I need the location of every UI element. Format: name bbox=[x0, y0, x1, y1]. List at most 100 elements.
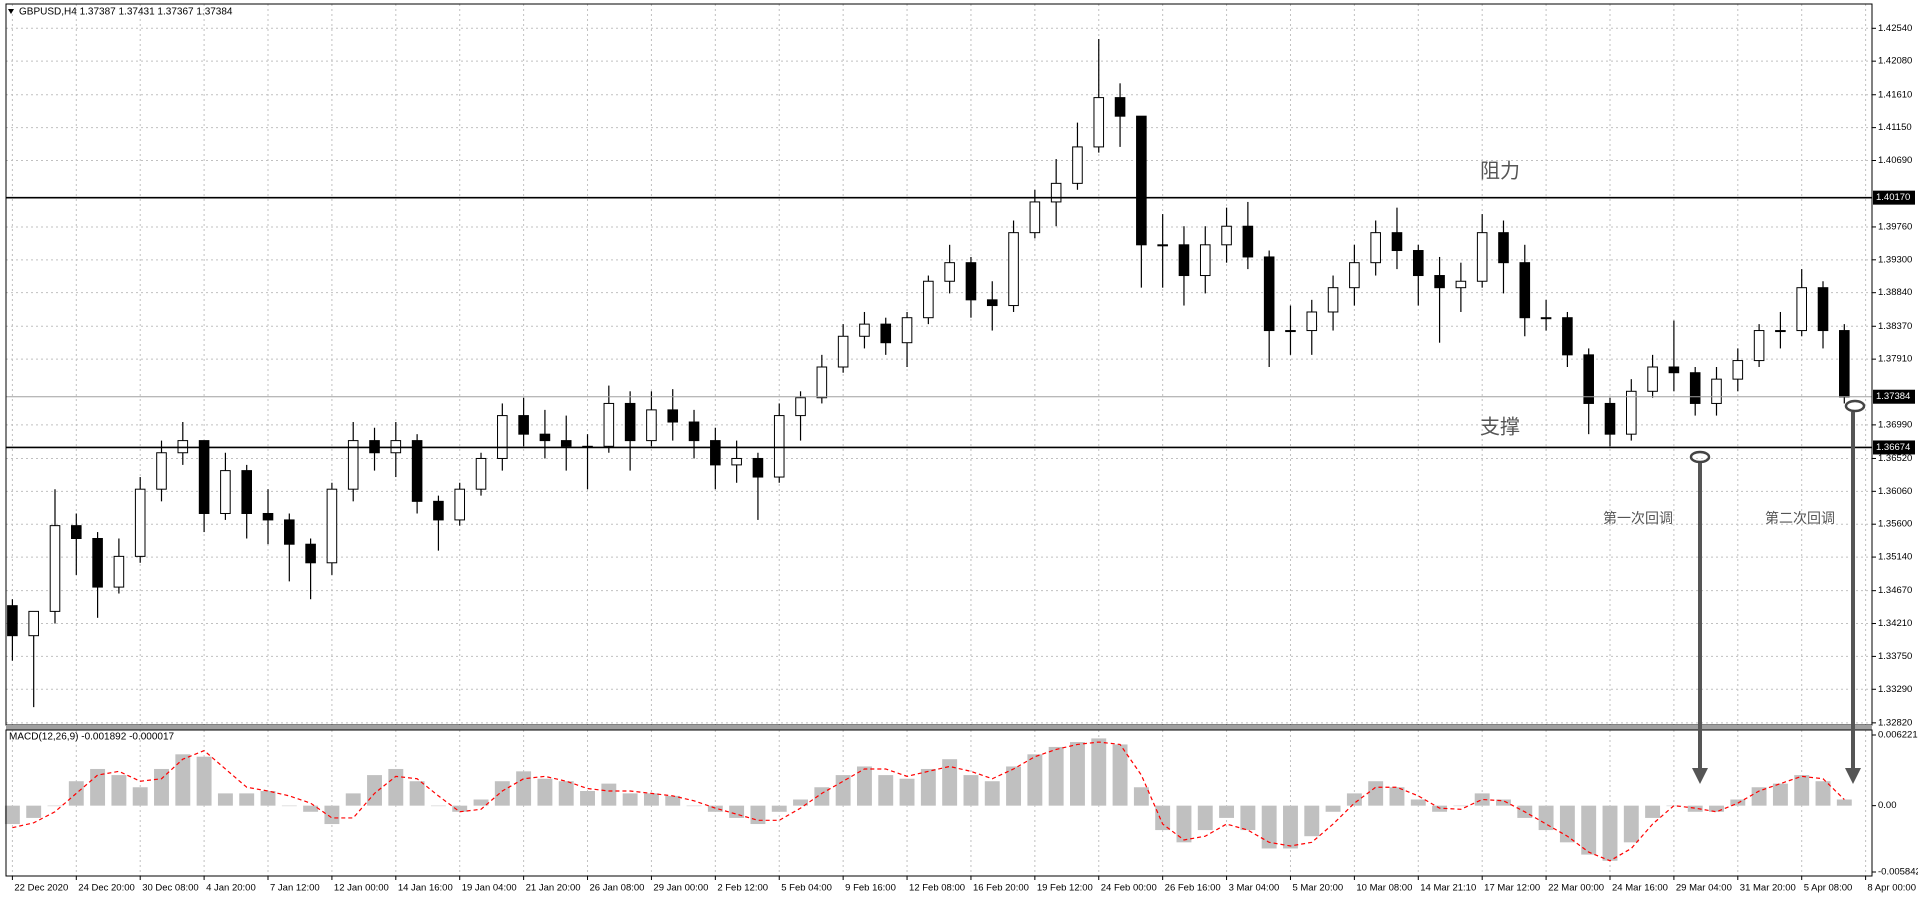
y-tick-label: 1.38370 bbox=[1878, 321, 1912, 332]
arrow-head bbox=[1692, 768, 1708, 784]
macd-bar bbox=[1709, 805, 1724, 812]
candle-body bbox=[667, 409, 679, 423]
macd-bar bbox=[1048, 746, 1064, 806]
candle-body bbox=[1306, 311, 1318, 332]
macd-bar bbox=[217, 793, 233, 806]
y-tick-label: 1.36990 bbox=[1878, 419, 1912, 430]
candle-body bbox=[1050, 182, 1062, 203]
x-tick-label: 26 Jan 08:00 bbox=[590, 883, 645, 894]
macd-bar bbox=[388, 768, 404, 806]
candle-body bbox=[347, 440, 359, 490]
candle-body bbox=[1327, 287, 1339, 313]
candle-body bbox=[965, 262, 977, 301]
macd-bar bbox=[26, 805, 42, 818]
x-tick-label: 4 Jan 20:00 bbox=[206, 883, 256, 894]
macd-bar bbox=[942, 759, 958, 806]
candle-body bbox=[986, 299, 998, 307]
x-tick-label: 12 Feb 08:00 bbox=[909, 883, 965, 894]
macd-bar bbox=[643, 793, 659, 806]
macd-bar bbox=[1751, 787, 1767, 806]
macd-bar bbox=[1772, 783, 1788, 806]
data-layer bbox=[4, 39, 1872, 862]
candle-body bbox=[1689, 372, 1701, 404]
macd-bar bbox=[558, 781, 574, 806]
macd-bar bbox=[1602, 805, 1618, 861]
macd-bar bbox=[1645, 805, 1661, 818]
candle-body bbox=[901, 317, 913, 344]
macd-bar bbox=[1261, 805, 1277, 849]
x-tick-label: 22 Dec 2020 bbox=[14, 883, 68, 894]
candle-body bbox=[497, 415, 508, 459]
macd-bar bbox=[345, 793, 361, 806]
price-label-box bbox=[1873, 190, 1915, 205]
macd-bar bbox=[1283, 805, 1298, 849]
macd-bar bbox=[1197, 805, 1213, 831]
y-tick-label: 1.42540 bbox=[1878, 23, 1912, 34]
x-tick-label: 21 Jan 20:00 bbox=[526, 883, 581, 894]
macd-bar bbox=[132, 787, 148, 806]
grid-layer bbox=[6, 4, 1872, 876]
y-tick-label: 1.33750 bbox=[1878, 651, 1912, 662]
candle-body bbox=[7, 605, 18, 637]
macd-bar bbox=[835, 775, 851, 806]
macd-bar bbox=[1304, 805, 1320, 837]
macd-bar bbox=[856, 766, 872, 806]
x-tick-label: 30 Dec 08:00 bbox=[142, 883, 199, 894]
label-layer: 1.42540 1.42080 1.41610 1.41150 1.40690 1.397… bbox=[11, 23, 1918, 894]
candle-body bbox=[1498, 232, 1509, 264]
y-tick-label: 0.006221 bbox=[1878, 730, 1918, 741]
candle-body bbox=[1796, 287, 1807, 332]
macd-bar bbox=[1410, 799, 1426, 806]
annotation: 第一次回调 bbox=[1603, 510, 1673, 527]
x-tick-label: 24 Dec 20:00 bbox=[78, 883, 135, 894]
candle-body bbox=[603, 402, 615, 447]
candle-body bbox=[1775, 330, 1786, 333]
macd-bar bbox=[111, 775, 127, 806]
macd-panel-frame bbox=[5, 729, 1873, 877]
macd-bar bbox=[750, 805, 766, 825]
macd-bar bbox=[814, 787, 830, 806]
current-price-label: 1.37384 bbox=[1876, 391, 1910, 402]
macd-bar bbox=[899, 778, 915, 806]
macd-bar bbox=[1006, 766, 1022, 806]
macd-bar bbox=[281, 805, 297, 807]
macd-bar bbox=[1623, 805, 1639, 843]
y-tick-label: 0.00 bbox=[1878, 800, 1897, 811]
candle-body bbox=[1136, 115, 1147, 246]
macd-bar bbox=[622, 793, 638, 806]
macd-bar bbox=[1687, 805, 1703, 812]
candle-body bbox=[220, 470, 231, 514]
macd-bar bbox=[686, 805, 702, 807]
candle-body bbox=[1114, 97, 1126, 117]
y-tick-label: 1.40690 bbox=[1878, 155, 1912, 166]
candle-body bbox=[880, 323, 892, 344]
candle-body bbox=[1540, 317, 1552, 320]
y-tick-label: 1.35600 bbox=[1878, 519, 1912, 530]
y-tick-label: 1.37910 bbox=[1878, 354, 1912, 365]
y-tick-label: 1.34670 bbox=[1878, 585, 1912, 596]
marker-ellipse bbox=[1844, 399, 1866, 413]
candle-body bbox=[1349, 262, 1360, 289]
candle-body bbox=[944, 262, 955, 282]
candle-body bbox=[1519, 262, 1531, 319]
annotation: 第二次回调 bbox=[1765, 510, 1835, 527]
macd-bar bbox=[1368, 781, 1384, 806]
candle-body bbox=[624, 402, 636, 442]
macd-bar bbox=[1389, 787, 1405, 806]
candle-body bbox=[1008, 232, 1019, 307]
candle-body bbox=[816, 366, 828, 399]
macd-bar bbox=[1112, 744, 1128, 806]
candle-body bbox=[837, 335, 849, 368]
macd-bar bbox=[1453, 805, 1469, 807]
macd-bar bbox=[154, 768, 169, 806]
y-tick-label: 1.36520 bbox=[1878, 453, 1912, 464]
x-tick-label: 5 Feb 04:00 bbox=[781, 883, 832, 894]
macd-bar bbox=[494, 781, 510, 806]
level-label: 1.36674 bbox=[1876, 442, 1910, 453]
candle-body bbox=[1455, 280, 1467, 289]
x-tick-label: 24 Mar 16:00 bbox=[1612, 883, 1668, 894]
candle-body bbox=[1604, 402, 1616, 435]
macd-bar bbox=[1133, 787, 1149, 806]
y-tick-label: 1.38840 bbox=[1878, 287, 1912, 298]
